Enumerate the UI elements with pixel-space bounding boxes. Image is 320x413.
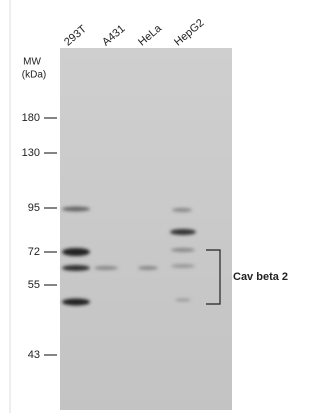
lane-label: HeLa (136, 22, 165, 49)
band (62, 265, 90, 271)
band (175, 299, 191, 302)
mw-label: (kDa) (22, 70, 46, 81)
marker-label: 130 (22, 147, 40, 159)
band (94, 266, 118, 270)
marker-label: 55 (28, 279, 40, 291)
band-label: Cav beta 2 (233, 271, 288, 283)
lane-label: A431 (100, 23, 127, 49)
band (62, 248, 90, 256)
lane-label: 293T (62, 23, 89, 48)
band (170, 229, 196, 235)
blot-membrane (60, 48, 232, 410)
mw-label: MW (23, 57, 41, 68)
band (62, 299, 90, 306)
blot-figure: 293T A431 HeLa HepG2 MW (kDa) 180 130 95… (0, 0, 299, 413)
marker-label: 95 (28, 202, 40, 214)
band (171, 248, 195, 252)
band (172, 208, 192, 212)
marker-label: 43 (28, 349, 40, 361)
band (171, 264, 195, 268)
lane-label: HepG2 (172, 17, 206, 49)
band (138, 266, 158, 270)
band (62, 207, 90, 212)
marker-label: 180 (22, 112, 40, 124)
marker-label: 72 (28, 246, 40, 258)
